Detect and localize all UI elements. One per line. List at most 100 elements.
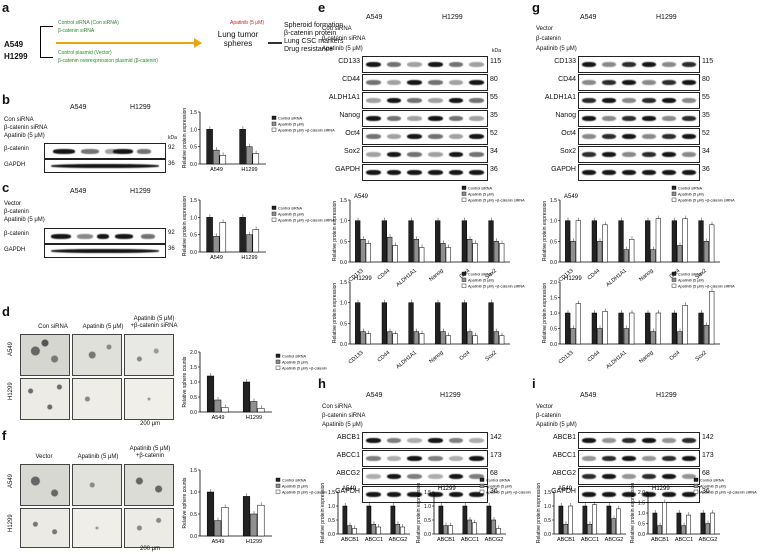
i-blots-strip-1: [578, 450, 700, 467]
panel-b-label: b: [2, 92, 10, 107]
chart-i2-ytick-label-0: 0.0: [638, 532, 645, 538]
chart-d-ylabel: Relative sphere counts: [182, 356, 188, 407]
panel-a-arrow-head: [194, 38, 202, 48]
chart-g2-bar-0-1: [570, 328, 576, 345]
chart-f-legend-swatch-0: [275, 477, 281, 482]
e-blots-kda-2: 55: [490, 94, 498, 101]
chart-i1-xtick-1: ABCC1: [581, 537, 599, 543]
chart-i1-ytick-label-1: 0.5: [544, 518, 551, 524]
h-blots-label-0: ABCB1: [337, 434, 360, 441]
panel-i-head-h1299: H1299: [656, 392, 677, 399]
chart-h1-ytick-label-2: 1.0: [328, 504, 335, 510]
chart-e2-xtick-2: ALDH1A1: [395, 350, 418, 370]
chart-e2-legend-label-1: Apatinib (5 μM): [468, 279, 495, 283]
chart-g1-bar-0-0: [565, 220, 571, 263]
panel-e-head-a549: A549: [366, 14, 383, 21]
chart-e1-bar-0-0: [355, 220, 361, 263]
chart-h1-ytick-label-0: 0.0: [328, 532, 335, 538]
chart-e1-bar-3-1: [440, 243, 446, 263]
chart-e1-bar-2-2: [419, 247, 425, 263]
panel-c-row-3: Apatinib (5 μM): [4, 217, 45, 223]
chart-i2-bar-2-1: [705, 523, 711, 535]
chart-d-ytick-label-3: 1.5: [190, 365, 197, 371]
panel-b-head-h1299: H1299: [130, 104, 151, 111]
chart-g2-bar-1-2: [602, 311, 608, 345]
panel-e-row-3: Apatinib (5 μM): [322, 46, 363, 52]
h-blots-strip-0: [362, 432, 488, 449]
chart-b-bar-0-2: [219, 155, 227, 165]
chart-g2-xtick-0: CD133: [558, 350, 575, 366]
chart-e2-legend-swatch-0: [461, 271, 467, 276]
panel-b-row-2: β-catenin siRNA: [4, 125, 48, 131]
chart-g1-bar-4-1: [677, 245, 683, 263]
e-blots-kda-0: 115: [490, 58, 502, 65]
panel-g-row-1: Vector: [536, 26, 554, 32]
chart-g2-legend-label-2: Apatinib (5 μM) +β-catenin siRNA: [678, 285, 735, 289]
chart-g2-legend-label-1: Apatinib (5 μM): [678, 279, 705, 283]
chart-g2-bar-4-0: [671, 312, 677, 345]
panel-b-kda-2: 36: [168, 161, 175, 167]
chart-g1-bar-5-0: [698, 220, 704, 263]
chart-b-bar-1-2: [252, 153, 260, 165]
chart-e2-bar-0-0: [355, 302, 361, 345]
panel-f-img-2: [72, 464, 122, 506]
e-blots-kda-4: 52: [490, 130, 498, 137]
panel-c-row-1: Vector: [4, 201, 22, 207]
h-blots-kda-0: 142: [490, 434, 502, 441]
panel-g-row-2: β-catenin: [536, 36, 561, 42]
panel-c-blot-2-label: GAPDH: [4, 247, 26, 253]
h-blots-kda-2: 68: [490, 470, 498, 477]
chart-i1-ytick-label-0: 0.0: [544, 532, 551, 538]
panel-a-cell-1: A549: [4, 40, 24, 49]
panel-b-head-a549: A549: [70, 104, 87, 111]
chart-i2-bar-0-1: [657, 525, 663, 535]
chart-i2-legend-swatch-0: [693, 477, 699, 482]
chart-h1-bar-0-0: [342, 505, 348, 535]
chart-b-ytick-label-2: 1.0: [190, 127, 197, 133]
chart-i2-bar-2-0: [700, 512, 706, 535]
panel-b-kda-label: kDa: [168, 135, 177, 141]
chart-c-ylabel: Relative protein expression: [182, 196, 188, 257]
i-blots-kda-3: 36: [702, 488, 710, 495]
chart-i1-bar-2-1: [611, 518, 617, 535]
chart-e2-bar-0-2: [365, 333, 371, 345]
g-blots-label-6: GAPDH: [551, 166, 576, 173]
chart-d-legend-swatch-1: [275, 359, 281, 364]
g-blots-strip-6: [578, 164, 700, 181]
chart-g2-ytick-label-3: 1.5: [550, 296, 557, 302]
g-blots-kda-4: 52: [702, 130, 710, 137]
chart-e1-ytick-label-0: 0.0: [340, 260, 347, 266]
g-blots-label-3: Nanog: [555, 112, 576, 119]
panel-f-scale: 200 μm: [140, 546, 161, 552]
chart-h2-bar-0-2: [448, 525, 453, 535]
panel-a-arrow: [56, 42, 196, 44]
e-blots-kda-3: 35: [490, 112, 498, 119]
i-blots-label-0: ABCB1: [553, 434, 576, 441]
e-blots-label-2: ALDH1A1: [328, 94, 360, 101]
chart-h1-ylabel: Relative protein expression: [320, 483, 326, 544]
chart-e1-legend-swatch-2: [461, 197, 467, 202]
chart-g1-ytick-label-2: 1.0: [550, 219, 557, 225]
panel-i-head-a549: A549: [580, 392, 597, 399]
g-blots-strip-0: [578, 56, 700, 73]
chart-d-ytick-label-0: 0.0: [190, 410, 197, 416]
chart-e2-bar-3-2: [445, 335, 451, 345]
chart-h2-bar-1-2: [472, 522, 477, 535]
chart-d-legend-swatch-2: [275, 365, 281, 370]
chart-g1-ytick-label-1: 0.5: [550, 239, 557, 245]
panel-h-row-3: Apatinib (5 μM): [322, 422, 363, 428]
chart-c-bar-0-1: [212, 236, 220, 253]
chart-e2-xtick-4: Oct4: [459, 350, 472, 362]
chart-g1-bar-5-1: [703, 241, 709, 263]
g-blots-strip-4: [578, 128, 700, 145]
chart-c-legend-swatch-2: [271, 217, 277, 222]
chart-e2-bar-1-2: [392, 333, 398, 345]
chart-h1-bar-2-2: [400, 526, 405, 535]
chart-i2-xtick-0: ABCB1: [651, 537, 669, 543]
chart-e1-bar-3-0: [435, 220, 441, 263]
chart-g2-xtick-4: Oct4: [669, 350, 682, 362]
chart-g1-xtick-3: Nanog: [638, 268, 654, 283]
chart-i1-bar-0-1: [563, 523, 569, 535]
chart-f-bar-1-2: [257, 504, 265, 537]
chart-i2-ytick-label-2: 1.0: [638, 511, 645, 517]
